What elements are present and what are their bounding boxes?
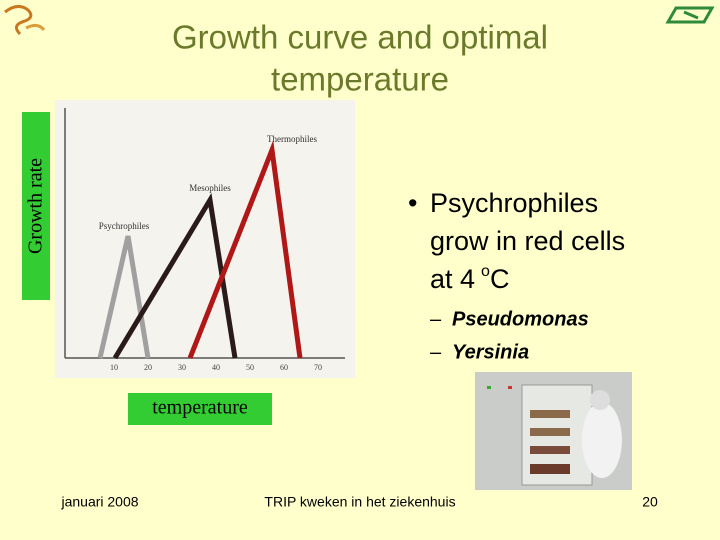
unit: C xyxy=(490,264,510,294)
footer-center: TRIP kweken in het ziekenhuis xyxy=(264,494,455,510)
bullet-text: at 4 oC xyxy=(430,263,509,294)
x-tick-label: 30 xyxy=(178,363,186,372)
x-tick-label: 60 xyxy=(280,363,288,372)
curve-label: Thermophiles xyxy=(267,134,317,144)
bullet-text: Psychrophiles xyxy=(430,188,598,218)
bullet-marker: • xyxy=(408,188,417,218)
title-line: temperature xyxy=(271,61,449,98)
bullet-text: grow in red cells xyxy=(430,226,625,256)
x-label: temperature xyxy=(152,397,248,419)
curve-label: Mesophiles xyxy=(189,183,231,193)
footer-date: januari 2008 xyxy=(60,494,138,510)
sub-bullet: Pseudomonas xyxy=(452,308,589,330)
x-tick-label: 10 xyxy=(110,363,118,372)
sub-bullet-marker: – xyxy=(430,308,442,330)
logo-left xyxy=(4,5,46,36)
logo-right xyxy=(665,6,715,24)
x-tick-label: 20 xyxy=(144,363,152,372)
y-label: Growth rate xyxy=(25,158,47,254)
page-number: 20 xyxy=(642,494,658,510)
x-tick-label: 40 xyxy=(212,363,220,372)
superscript: o xyxy=(481,263,490,280)
curve-mesophiles xyxy=(112,192,238,360)
x-tick-label: 70 xyxy=(314,363,322,372)
sub-bullet: Yersinia xyxy=(452,341,529,363)
bullet-text: at 4 xyxy=(430,264,475,294)
curve-thermophiles xyxy=(187,140,303,359)
x-label-box xyxy=(128,393,272,425)
curve-label: Psychrophiles xyxy=(99,221,150,231)
title-line: Growth curve and optimal xyxy=(172,19,548,56)
x-ticks: 10 20 30 40 50 60 70 xyxy=(110,363,322,372)
photo xyxy=(475,372,632,490)
y-label-box xyxy=(22,112,50,300)
x-tick-label: 50 xyxy=(246,363,254,372)
sub-bullet-marker: – xyxy=(430,341,442,363)
